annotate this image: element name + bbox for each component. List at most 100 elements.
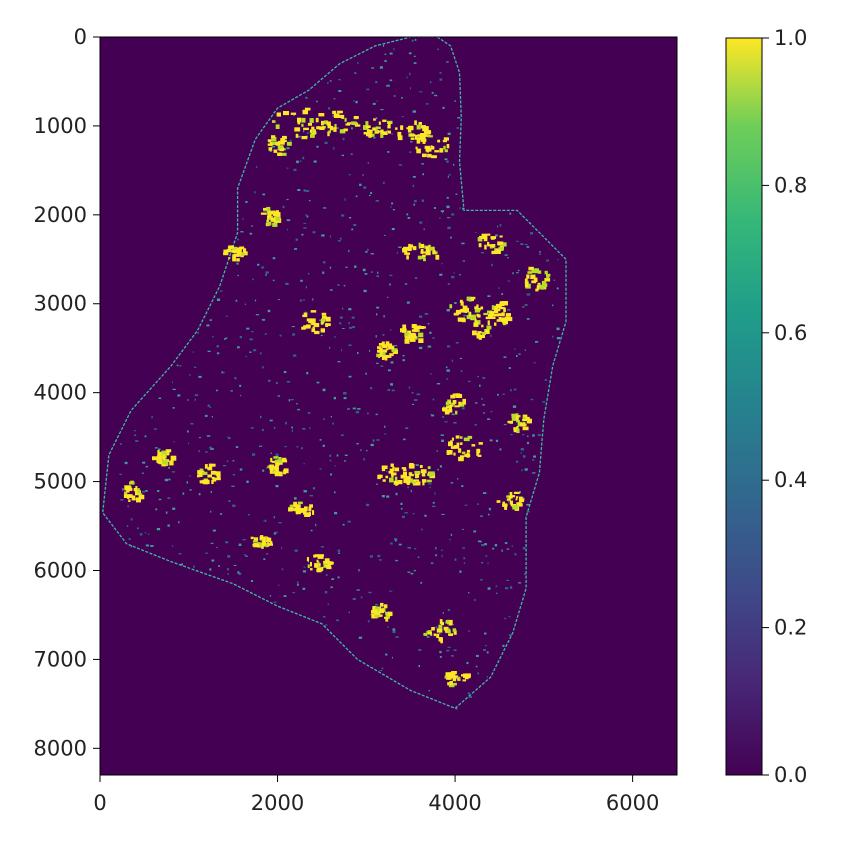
hotspot-cell (408, 125, 414, 131)
speckle-cell (271, 145, 275, 148)
speckle-cell (414, 399, 418, 401)
hotspot-cell (406, 479, 411, 484)
speckle-cell (386, 84, 390, 87)
x-tick-label: 4000 (428, 791, 481, 815)
hotspot-cell (519, 423, 526, 427)
hotspot-cell (257, 543, 261, 548)
speckle-cell (446, 196, 449, 199)
colorbar-tick-label: 0.0 (774, 763, 807, 787)
speckle-cell (475, 402, 478, 404)
speckle-cell (297, 189, 301, 191)
hotspot-cell (135, 491, 139, 496)
hotspot-cell (373, 610, 377, 613)
speckle-cell (351, 127, 353, 130)
hotspot-cell (449, 672, 456, 677)
speckle-cell (360, 596, 363, 599)
speckle-cell (250, 427, 254, 429)
speckle-cell (445, 366, 448, 369)
hotspot-cell (271, 460, 276, 463)
speckle-cell (333, 336, 337, 338)
hotspot-cell (422, 254, 426, 257)
hotspot-cell (410, 339, 414, 342)
speckle-cell (350, 153, 353, 155)
hotspot-cell (512, 505, 518, 510)
hotspot-cell (498, 316, 502, 321)
hotspot-cell (459, 299, 463, 303)
speckle-cell (418, 247, 420, 249)
speckle-cell (244, 303, 246, 305)
hotspot-cell (260, 212, 267, 215)
y-tick-label: 7000 (34, 647, 87, 671)
speckle-cell (526, 503, 530, 506)
speckle-cell (488, 513, 490, 516)
speckle-cell (504, 617, 507, 620)
hotspot-cell (505, 319, 508, 325)
hotspot-cell (312, 510, 315, 515)
speckle-cell (439, 78, 443, 81)
speckle-cell (221, 371, 223, 374)
speckle-cell (384, 425, 386, 428)
hotspot-cell (382, 356, 386, 360)
speckle-cell (533, 362, 536, 364)
hotspot-cell (138, 494, 145, 500)
speckle-cell (377, 271, 379, 274)
speckle-cell (283, 595, 287, 597)
speckle-cell (262, 319, 265, 321)
speckle-cell (432, 505, 436, 508)
speckle-cell (446, 217, 451, 219)
speckle-cell (389, 79, 393, 82)
hotspot-cell (450, 402, 456, 406)
hotspot-cell (456, 394, 463, 398)
speckle-cell (369, 350, 371, 352)
hotspot-cell (483, 236, 488, 242)
speckle-cell (335, 127, 339, 129)
speckle-cell (427, 323, 430, 325)
hotspot-cell (388, 355, 392, 358)
hotspot-cell (281, 138, 285, 142)
speckle-cell (535, 341, 539, 343)
hotspot-cell (419, 326, 425, 329)
speckle-cell (455, 707, 458, 710)
hotspot-cell (527, 418, 532, 424)
speckle-cell (463, 557, 466, 560)
hotspot-cell (467, 435, 473, 439)
speckle-cell (254, 191, 256, 194)
speckle-cell (474, 424, 477, 426)
speckle-cell (316, 381, 320, 384)
speckle-cell (461, 242, 465, 245)
hotspot-cell (517, 503, 523, 507)
speckle-cell (437, 468, 439, 471)
hotspot-cell (435, 254, 440, 260)
hotspot-cell (383, 131, 388, 135)
hotspot-cell (401, 467, 406, 470)
hotspot-cell (448, 405, 451, 410)
hotspot-cell (215, 477, 221, 481)
hotspot-cell (501, 312, 505, 317)
hotspot-cell (474, 318, 477, 323)
hotspot-cell (303, 512, 306, 515)
hotspot-cell (310, 310, 317, 313)
hotspot-cell (257, 542, 261, 545)
hotspot-cell (199, 470, 205, 476)
hotspot-cell (490, 236, 495, 239)
speckle-cell (245, 555, 248, 557)
hotspot-cell (546, 275, 550, 279)
speckle-cell (299, 299, 303, 302)
hotspot-cell (479, 335, 485, 338)
speckle-cell (237, 571, 240, 574)
speckle-cell (393, 48, 395, 51)
speckle-cell (300, 279, 303, 282)
hotspot-cell (526, 274, 530, 279)
hotspot-cell (279, 149, 284, 152)
hotspot-cell (271, 135, 276, 138)
speckle-cell (261, 266, 265, 269)
speckle-cell (495, 585, 498, 587)
speckle-cell (339, 316, 343, 319)
speckle-cell (413, 569, 416, 572)
hotspot-cell (316, 559, 319, 563)
speckle-cell (319, 439, 322, 441)
plot-frame (99, 36, 678, 776)
speckle-cell (481, 544, 485, 547)
speckle-cell (524, 244, 528, 246)
speckle-cell (206, 435, 211, 437)
